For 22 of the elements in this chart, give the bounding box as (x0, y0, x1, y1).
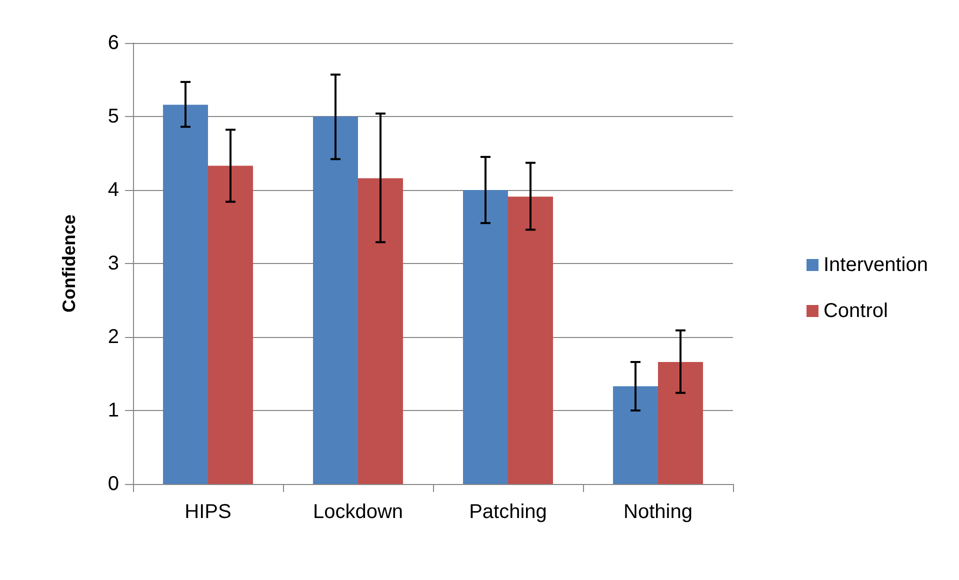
y-tick-label: 5 (108, 106, 119, 128)
bar (208, 166, 253, 484)
bar (313, 116, 358, 484)
bar (463, 190, 508, 484)
y-tick-label: 3 (108, 252, 119, 274)
bar (358, 178, 403, 484)
x-tick-label: Patching (469, 501, 547, 523)
x-tick-label: Nothing (624, 501, 692, 523)
legend-label: Intervention (823, 254, 928, 276)
bar (658, 362, 703, 484)
legend-label: Control (823, 300, 888, 322)
y-tick-label: 2 (108, 326, 119, 348)
x-tick-label: Lockdown (312, 501, 404, 523)
y-tick-label: 0 (108, 473, 119, 495)
y-tick-label: 4 (108, 179, 119, 201)
y-axis-title: Confidence (59, 214, 79, 313)
x-tick-label: HIPS (184, 501, 232, 523)
bar (613, 386, 658, 484)
bar (508, 196, 553, 484)
y-tick-label: 6 (108, 32, 119, 54)
y-tick-label: 1 (108, 400, 119, 422)
bar (163, 104, 208, 484)
